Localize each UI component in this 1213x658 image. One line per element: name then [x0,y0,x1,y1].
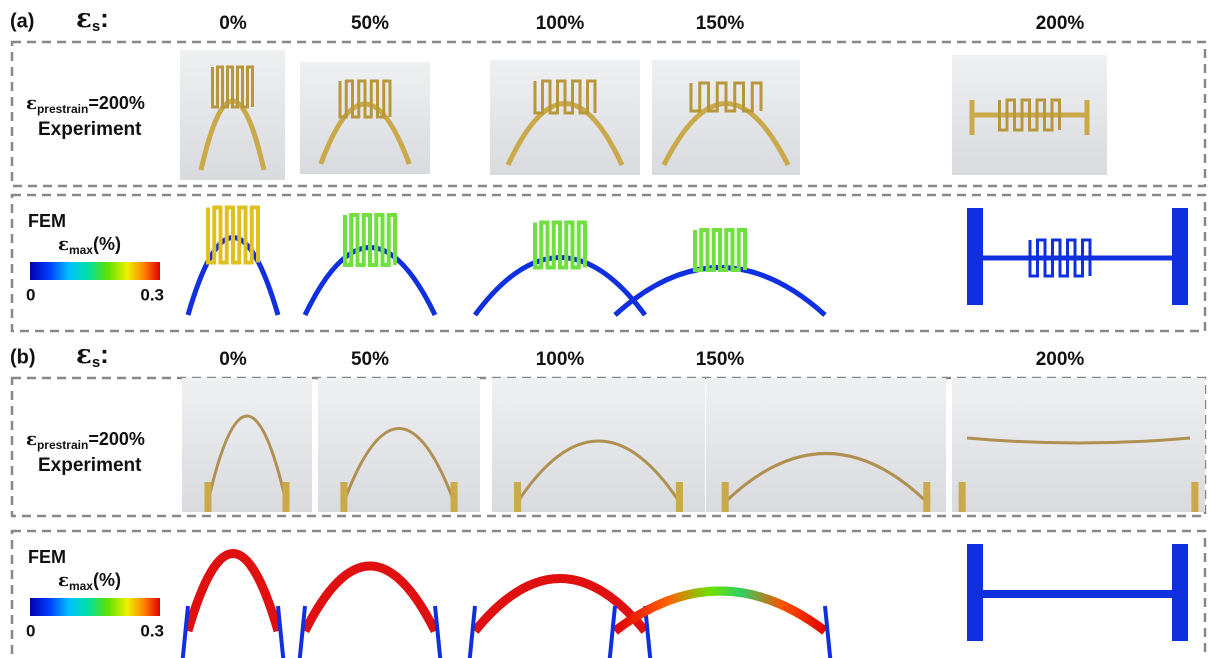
experiment-photo [182,378,312,512]
suffix: (%) [93,234,121,254]
strain-label: 100% [536,13,585,34]
subscript: s [92,18,100,35]
strain-symbol: εs: [76,3,109,35]
panel-label: (a) [10,10,34,32]
symbol: ε [76,4,92,34]
colorbar-max: 0.3 [140,621,164,640]
fem-serpentine [695,230,745,270]
experiment-label: Experiment [38,119,142,140]
fem-arch [188,554,278,632]
panel-label: (b) [10,346,36,368]
photo-serpentine [1000,100,1060,130]
colorbar-min: 0 [26,621,35,640]
subscript: max [69,243,93,257]
subscript: max [69,579,93,593]
colorbar [30,262,160,280]
symbol: ε [58,234,69,255]
colorbar [30,598,160,616]
photo-serpentine [535,81,595,113]
fem-serpentine [535,223,585,268]
fem-label: FEM [28,547,66,567]
label: εmax(%) [58,234,121,257]
fem-arch [305,566,435,631]
colorbar-max: 0.3 [140,285,164,304]
strain-label: 0% [219,349,247,370]
subscript: s [92,354,100,371]
photo-serpentine [213,67,253,107]
strain-label: 150% [696,13,745,34]
strain-label: 100% [536,349,585,370]
fem-serpentine [208,208,258,263]
strain-label: 150% [696,349,745,370]
subscript: prestrain [37,102,88,116]
symbol: ε [26,93,37,114]
experiment-photo [952,378,1205,512]
strain-label: 50% [351,349,389,370]
colorbar-min: 0 [26,285,35,304]
suffix: =200% [88,429,145,449]
suffix: =200% [88,93,145,113]
symbol: ε [26,429,37,450]
label: εmax(%) [58,570,121,593]
symbol: ε [76,340,92,370]
page: {"panels": [ {"label": "(a)", "strain_sy… [0,0,1213,658]
panel: (a)εs:0%50%100%150%200%εprestrain=200%Ex… [10,3,1205,331]
figure: (a)εs:0%50%100%150%200%εprestrain=200%Ex… [0,0,1213,658]
fem-pads [299,606,441,658]
suffix: : [100,3,109,33]
photo-serpentine [340,81,390,117]
label: εprestrain=200% [26,429,145,452]
fem-label: FEM [28,211,66,231]
suffix: : [100,339,109,369]
fem-serpentine [1030,240,1090,276]
strain-label: 200% [1036,349,1085,370]
experiment-photo [706,378,946,512]
strain-label: 50% [351,13,389,34]
suffix: (%) [93,570,121,590]
symbol: ε [58,570,69,591]
experiment-label: Experiment [38,455,142,476]
fem-arch [615,268,825,316]
strain-label: 200% [1036,13,1085,34]
experiment-photo [652,60,800,175]
strain-symbol: εs: [76,339,109,371]
fem-serpentine [345,215,395,265]
panel: (b)εs:0%50%100%150%200%εprestrain=200%Ex… [10,339,1205,658]
strain-label: 0% [219,13,247,34]
label: εprestrain=200% [26,93,145,116]
subscript: prestrain [37,438,88,452]
